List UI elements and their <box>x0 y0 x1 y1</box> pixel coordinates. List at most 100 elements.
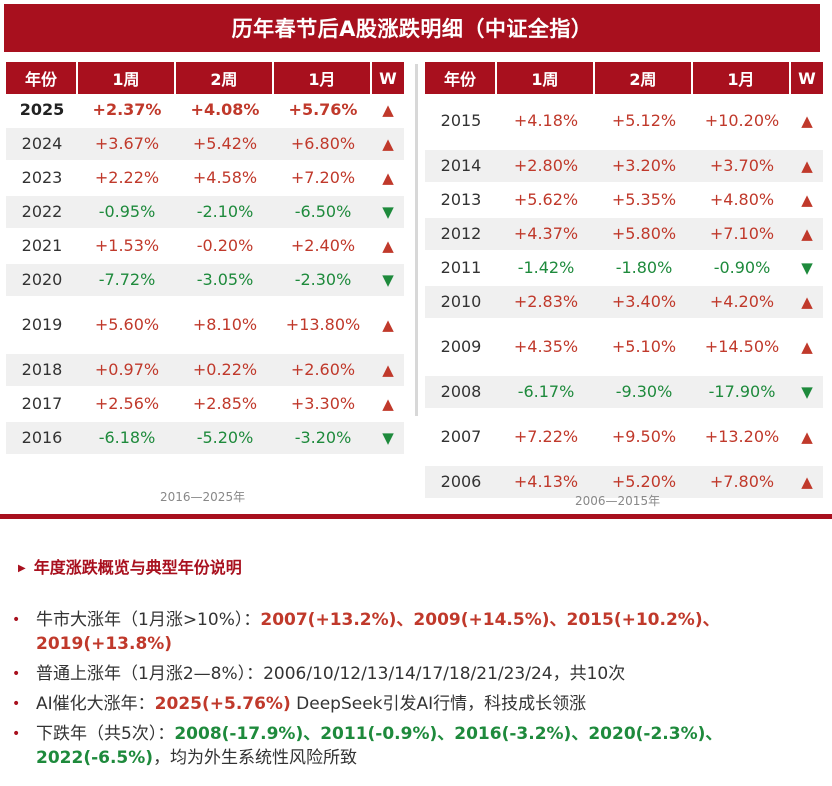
year-cell: 2023 <box>6 162 78 196</box>
week1-cell: +4.18% <box>497 94 595 150</box>
triangle-up-icon: ▲ <box>372 230 404 264</box>
summary-item-label: AI催化大涨年： <box>36 694 155 714</box>
triangle-up-icon: ▲ <box>791 184 823 218</box>
month1-cell: +7.10% <box>693 218 791 252</box>
week1-cell: -0.95% <box>78 196 176 230</box>
table-row: 2022 -0.95% -2.10% -6.50% ▼ <box>6 196 404 230</box>
week2-cell: +5.10% <box>595 320 693 376</box>
col-w: W <box>791 62 823 94</box>
year-cell: 2025 <box>6 94 78 128</box>
week2-cell: +3.20% <box>595 150 693 184</box>
week1-cell: +2.83% <box>497 286 595 320</box>
table-row: 2020 -7.72% -3.05% -2.30% ▼ <box>6 264 404 298</box>
week1-cell: +2.56% <box>78 388 176 422</box>
table-row: 2019 +5.60% +8.10% +13.80% ▲ <box>6 298 404 354</box>
week2-cell: +4.58% <box>176 162 274 196</box>
week1-cell: +3.67% <box>78 128 176 162</box>
week2-cell: +2.85% <box>176 388 274 422</box>
summary-item-label: 下跌年（共5次）： <box>36 724 175 744</box>
col-1w: 1周 <box>497 62 595 94</box>
year-cell: 2021 <box>6 230 78 264</box>
table-row: 2021 +1.53% -0.20% +2.40% ▲ <box>6 230 404 264</box>
week1-cell: +5.62% <box>497 184 595 218</box>
summary-item-note: DeepSeek引发AI行情，科技成长领涨 <box>290 694 587 714</box>
year-cell: 2022 <box>6 196 78 230</box>
month1-cell: -2.30% <box>274 264 372 298</box>
table-row: 2008 -6.17% -9.30% -17.90% ▼ <box>425 376 823 410</box>
month1-cell: -0.90% <box>693 252 791 286</box>
left-table-header: 年份 1周 2周 1月 W <box>6 62 404 94</box>
triangle-up-icon: ▲ <box>791 410 823 466</box>
triangle-up-icon: ▲ <box>791 218 823 252</box>
table-row: 2018 +0.97% +0.22% +2.60% ▲ <box>6 354 404 388</box>
week1-cell: +4.35% <box>497 320 595 376</box>
month1-cell: +10.20% <box>693 94 791 150</box>
table-row: 2010 +2.83% +3.40% +4.20% ▲ <box>425 286 823 320</box>
summary-title-text: 年度涨跌概览与典型年份说明 <box>33 558 242 577</box>
triangle-up-icon: ▲ <box>372 298 404 354</box>
table-row: 2023 +2.22% +4.58% +7.20% ▲ <box>6 162 404 196</box>
week1-cell: -6.18% <box>78 422 176 456</box>
table-row: 2016 -6.18% -5.20% -3.20% ▼ <box>6 422 404 456</box>
year-cell: 2008 <box>425 376 497 410</box>
left-table: 年份 1周 2周 1月 W 2025 +2.37% +4.08% +5.76% ▲ 202… <box>6 62 404 456</box>
triangle-down-icon: ▼ <box>791 376 823 410</box>
year-cell: 2013 <box>425 184 497 218</box>
month1-cell: -17.90% <box>693 376 791 410</box>
table-row: 2013 +5.62% +5.35% +4.80% ▲ <box>425 184 823 218</box>
summary-item: • 下跌年（共5次）：2008(-17.9%)、2011(-0.9%)、2016(… <box>10 722 810 770</box>
triangle-up-icon: ▲ <box>791 466 823 500</box>
year-cell: 2006 <box>425 466 497 500</box>
triangle-down-icon: ▼ <box>372 264 404 298</box>
year-cell: 2012 <box>425 218 497 252</box>
week1-cell: +4.37% <box>497 218 595 252</box>
table-row: 2024 +3.67% +5.42% +6.80% ▲ <box>6 128 404 162</box>
table-row: 2009 +4.35% +5.10% +14.50% ▲ <box>425 320 823 376</box>
year-cell: 2009 <box>425 320 497 376</box>
triangle-up-icon: ▲ <box>791 150 823 184</box>
week1-cell: +5.60% <box>78 298 176 354</box>
triangle-right-icon: ▶ <box>18 563 26 574</box>
page-title: 历年春节后A股涨跌明细（中证全指） <box>4 4 820 52</box>
week2-cell: -2.10% <box>176 196 274 230</box>
year-cell: 2018 <box>6 354 78 388</box>
month1-cell: +6.80% <box>274 128 372 162</box>
week2-cell: +3.40% <box>595 286 693 320</box>
year-cell: 2016 <box>6 422 78 456</box>
table-divider <box>415 64 418 416</box>
summary-list: • 牛市大涨年（1月涨>10%）：2007(+13.2%)、2009(+14.5%… <box>10 608 810 776</box>
col-year: 年份 <box>6 62 78 94</box>
bullet-icon: • <box>12 696 21 712</box>
year-cell: 2015 <box>425 94 497 150</box>
triangle-up-icon: ▲ <box>372 94 404 128</box>
week1-cell: -6.17% <box>497 376 595 410</box>
week1-cell: +1.53% <box>78 230 176 264</box>
year-cell: 2020 <box>6 264 78 298</box>
year-cell: 2010 <box>425 286 497 320</box>
week2-cell: +4.08% <box>176 94 274 128</box>
table-row: 2014 +2.80% +3.20% +3.70% ▲ <box>425 150 823 184</box>
col-1m: 1月 <box>274 62 372 94</box>
summary-item: • 普通上涨年（1月涨2—8%）：2006/10/12/13/14/17/18/2… <box>10 662 810 686</box>
table-row: 2011 -1.42% -1.80% -0.90% ▼ <box>425 252 823 286</box>
table-row: 2017 +2.56% +2.85% +3.30% ▲ <box>6 388 404 422</box>
summary-item-label: 普通上涨年（1月涨2—8%）：2006/10/12/13/14/17/18/21… <box>36 664 626 684</box>
month1-cell: +4.80% <box>693 184 791 218</box>
month1-cell: +4.20% <box>693 286 791 320</box>
summary-item-highlight: 2025(+5.76%) <box>154 694 291 714</box>
table-row: 2012 +4.37% +5.80% +7.10% ▲ <box>425 218 823 252</box>
col-year: 年份 <box>425 62 497 94</box>
week2-cell: +5.12% <box>595 94 693 150</box>
week1-cell: +0.97% <box>78 354 176 388</box>
week1-cell: +2.22% <box>78 162 176 196</box>
triangle-up-icon: ▲ <box>791 94 823 150</box>
week1-cell: +4.13% <box>497 466 595 500</box>
week2-cell: -3.05% <box>176 264 274 298</box>
table-row: 2007 +7.22% +9.50% +13.20% ▲ <box>425 410 823 466</box>
year-cell: 2017 <box>6 388 78 422</box>
year-cell: 2007 <box>425 410 497 466</box>
right-table: 年份 1周 2周 1月 W 2015 +4.18% +5.12% +10.20% ▲ 20… <box>425 62 823 500</box>
week1-cell: +2.80% <box>497 150 595 184</box>
week2-cell: -9.30% <box>595 376 693 410</box>
col-w: W <box>372 62 404 94</box>
